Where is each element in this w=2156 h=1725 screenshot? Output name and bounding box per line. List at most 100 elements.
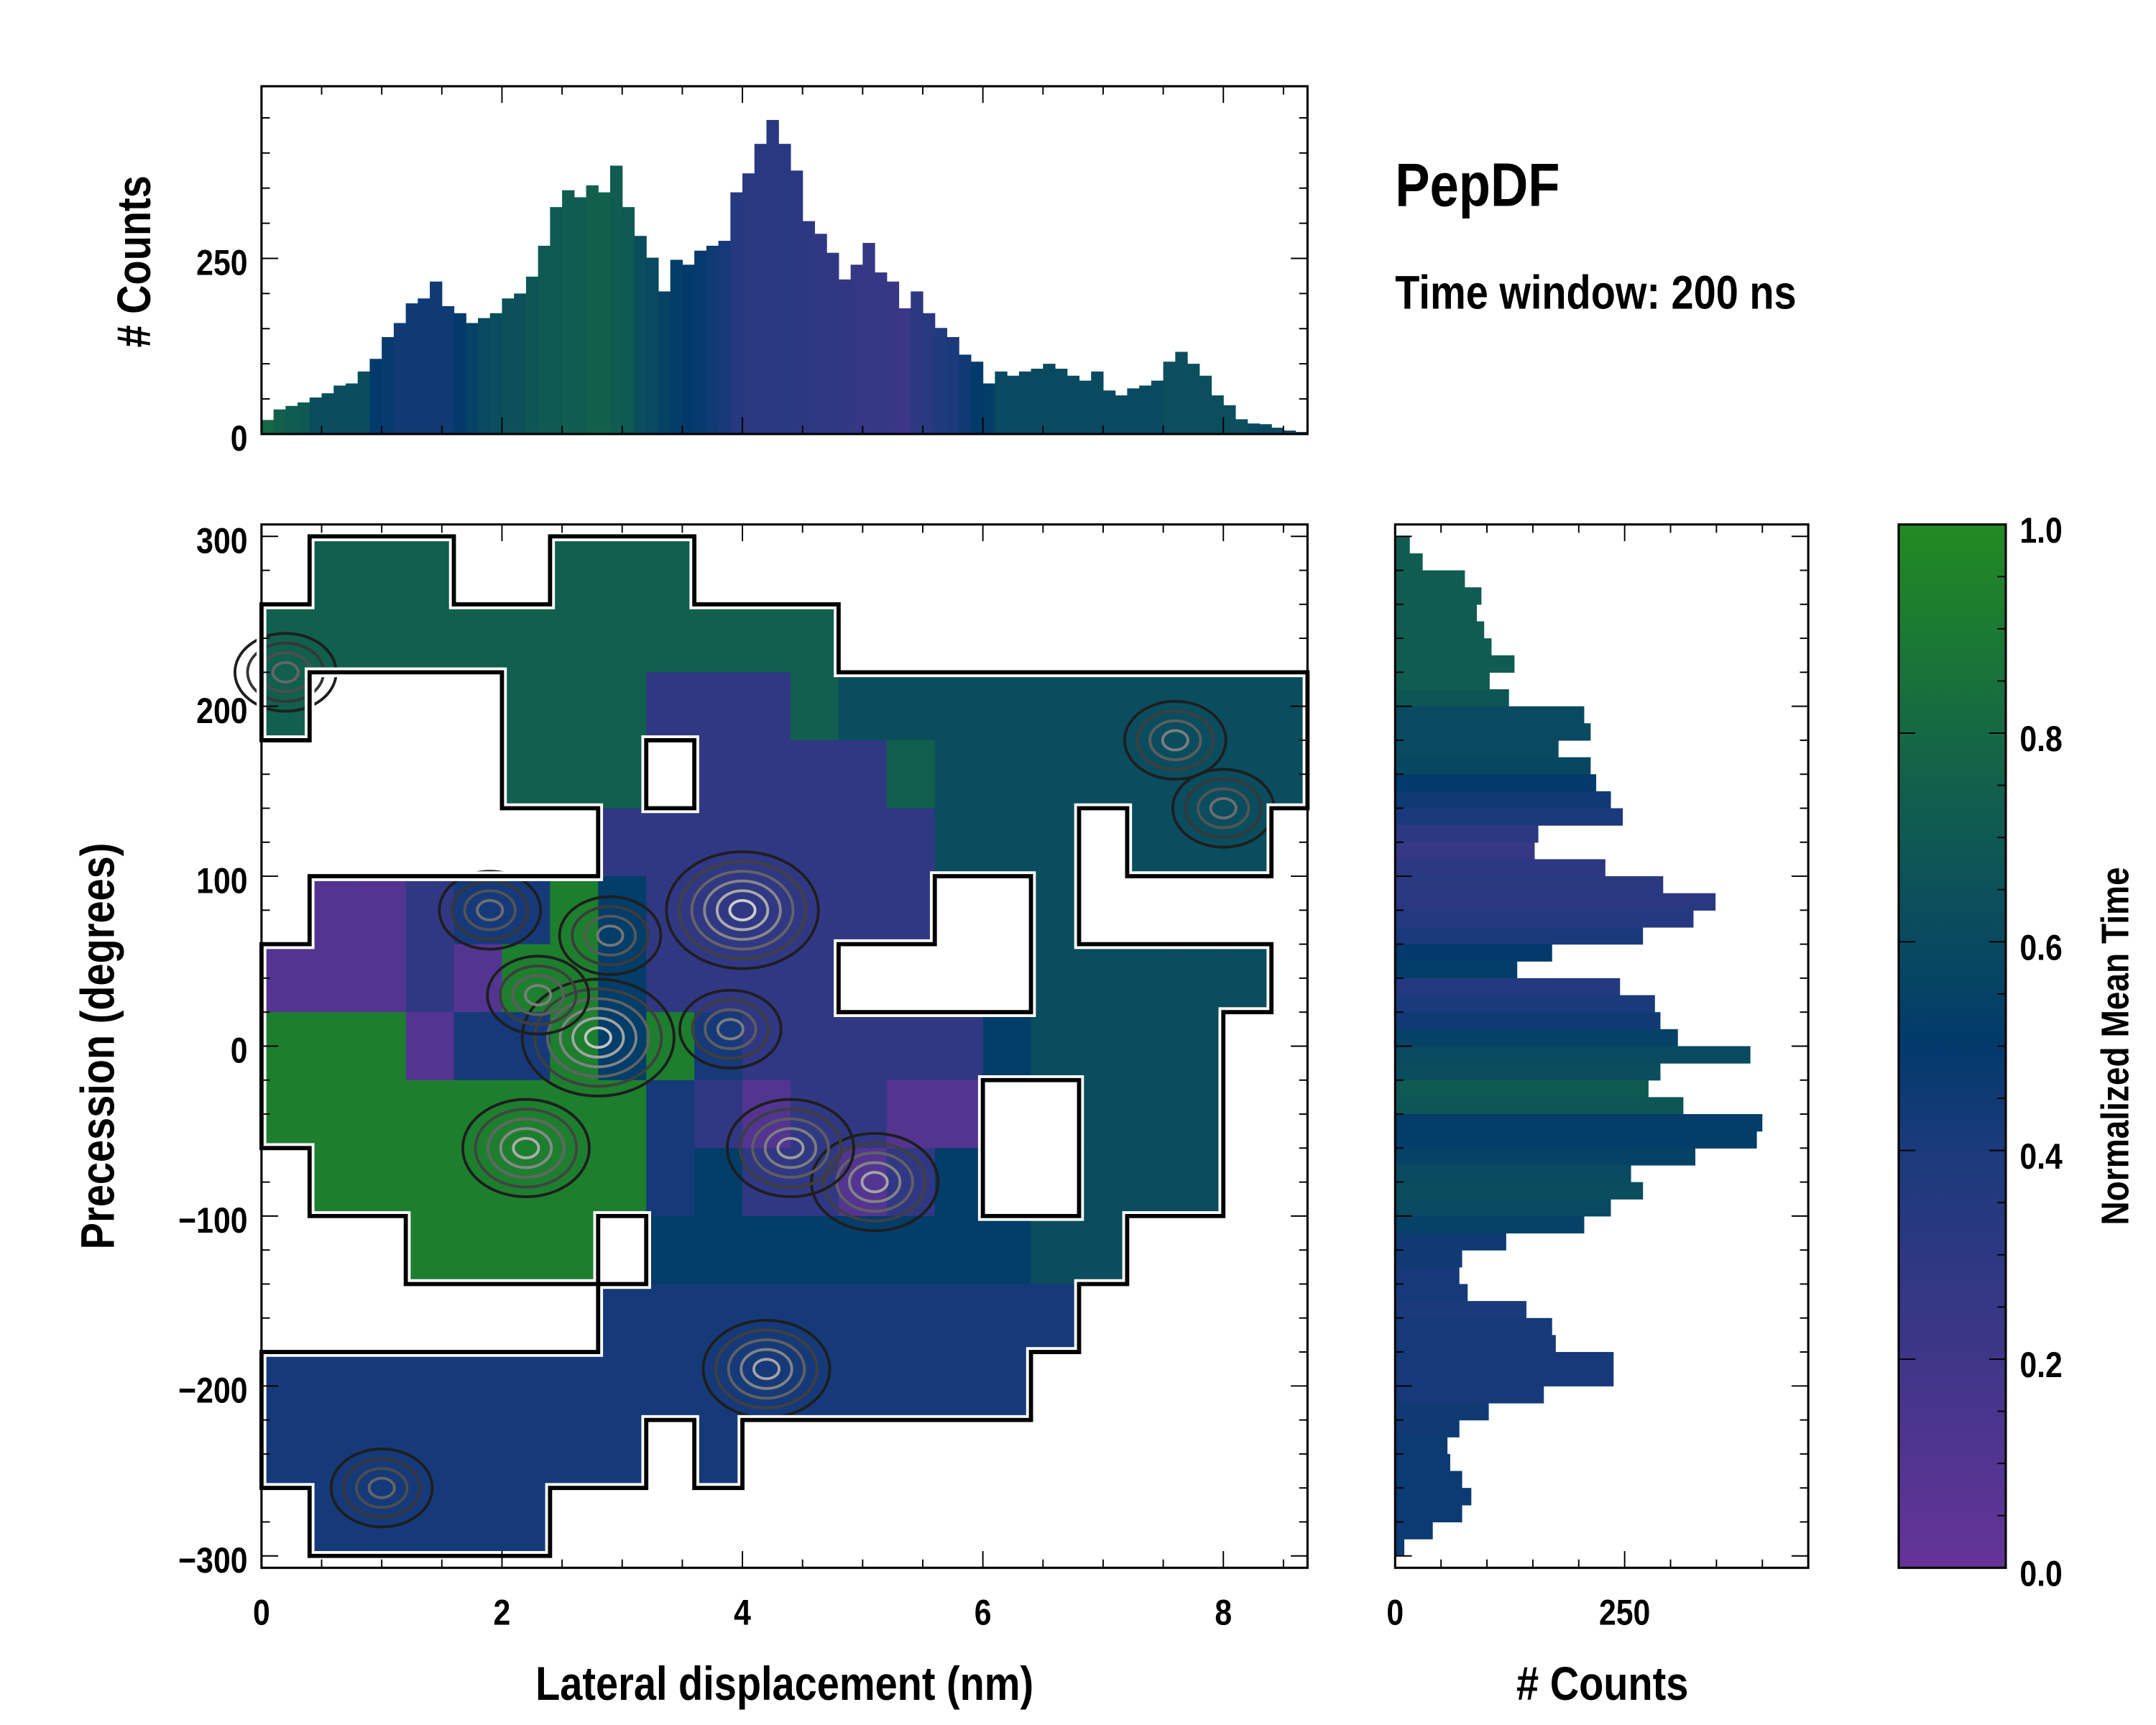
histogram-bar: [1395, 570, 1465, 588]
heatmap-cell: [405, 944, 455, 1013]
y-tick-label: 300: [196, 520, 247, 561]
histogram-bar: [1395, 1301, 1526, 1319]
heatmap-cell: [502, 672, 551, 741]
heatmap-cell: [694, 672, 743, 741]
heatmap-cell: [598, 536, 647, 605]
heatmap-cell: [646, 1080, 695, 1149]
heatmap-cell: [598, 672, 647, 741]
main-xlabel: Lateral displacement (nm): [535, 1657, 1033, 1710]
contour-line: [524, 984, 553, 1007]
histogram-bar: [1223, 405, 1236, 434]
histogram-bar: [862, 242, 875, 434]
histogram-bar: [886, 281, 900, 434]
heatmap-cell: [982, 740, 1032, 809]
heatmap-cell: [694, 604, 743, 673]
histogram-bar: [946, 336, 959, 434]
contour-line: [487, 1117, 566, 1179]
density-contours: [233, 632, 1276, 1529]
contour-line: [665, 850, 820, 970]
histogram-bar: [622, 207, 635, 434]
contour-line: [1123, 699, 1227, 781]
contour-line: [511, 974, 565, 1016]
contour-line: [738, 1108, 843, 1189]
heatmap-cell: [357, 1352, 407, 1421]
heatmap-cell: [309, 1352, 359, 1421]
histogram-bar: [1395, 1488, 1472, 1506]
histogram-bar: [1395, 1046, 1751, 1064]
colorbar-tick-label: 0.6: [2019, 927, 2062, 967]
heatmap-cell: [405, 1080, 455, 1149]
heatmap-cell: [646, 672, 695, 741]
histogram-bar: [550, 207, 563, 434]
histogram-bar: [478, 318, 491, 434]
contour-line: [763, 1127, 818, 1169]
histogram-bar: [646, 257, 659, 434]
histogram-bar: [1283, 430, 1296, 434]
histogram-bar: [1395, 723, 1591, 741]
heatmap-cell: [405, 536, 455, 605]
right-histogram: 0 250: [1386, 523, 1810, 1632]
contour-line: [715, 889, 770, 932]
colorbar: 0.0 0.2 0.4 0.6 0.8 1.0: [1897, 510, 2063, 1593]
histogram-bar: [1395, 1402, 1489, 1421]
main-ylabel: Precession (degrees): [71, 843, 124, 1250]
histogram-bar: [1395, 1097, 1684, 1115]
contour-line: [438, 870, 543, 951]
colorbar-tick-label: 0.8: [2019, 719, 2062, 759]
heatmap-cell: [453, 1215, 503, 1285]
histogram-bar: [838, 279, 852, 434]
heatmap-cell: [502, 1148, 551, 1217]
heatmap-cell: [550, 740, 599, 809]
heatmap-cell: [1079, 672, 1128, 741]
top-histogram: 0 250: [196, 85, 1309, 459]
y-tick-label: 200: [196, 691, 247, 731]
histogram-bar: [1395, 842, 1535, 860]
contour-line: [822, 1141, 927, 1223]
heatmap-cell: [838, 1284, 888, 1353]
heatmap-cell: [934, 1284, 984, 1353]
heatmap-cell: [1127, 944, 1176, 1013]
heatmap-cell: [1031, 672, 1080, 741]
heatmap-cell: [1031, 1215, 1080, 1285]
heatmap-cell: [357, 1080, 407, 1149]
histogram-bar: [489, 313, 503, 434]
heatmap-cell: [1079, 1148, 1128, 1217]
heatmap-cell: [1127, 1148, 1176, 1217]
figure-title: PepDF: [1395, 150, 1560, 219]
heatmap-cell: [1127, 1080, 1176, 1149]
heatmap-cell: [502, 604, 551, 673]
contour-line: [678, 860, 808, 961]
histogram-bar: [995, 371, 1008, 434]
histogram-bar: [934, 328, 948, 434]
heatmap-cell: [453, 1012, 503, 1081]
histogram-bar: [1395, 1063, 1661, 1081]
heatmap-cell: [886, 876, 936, 945]
histogram-bar: [1395, 638, 1492, 656]
heatmap-cell: [790, 808, 839, 877]
histogram-bar: [1163, 362, 1176, 434]
histogram-bar: [1395, 740, 1559, 758]
histogram-bar: [1395, 689, 1509, 707]
heatmap-cell: [405, 604, 455, 673]
heatmap-cell: [934, 672, 984, 741]
histogram-bar: [1395, 995, 1655, 1013]
heatmap-cell: [502, 1215, 551, 1285]
histogram-bar: [970, 362, 984, 434]
histogram-bar: [598, 192, 611, 434]
contour-line: [355, 1467, 409, 1509]
histogram-bar: [1018, 371, 1032, 434]
contour-line: [691, 998, 770, 1060]
contour-line: [776, 1136, 805, 1159]
histogram-bar: [453, 313, 466, 434]
heatmap-cell: [502, 876, 551, 945]
heatmap-cell: [934, 1012, 984, 1081]
contour-line: [367, 1476, 396, 1499]
histogram-bar: [1395, 1437, 1448, 1455]
histogram-bar: [898, 308, 911, 434]
heatmap-cell: [742, 740, 791, 809]
contour-line: [533, 987, 663, 1088]
heatmap-cell: [453, 1420, 503, 1489]
heatmap-cell: [838, 740, 888, 809]
x-tick-label: 2: [494, 1592, 511, 1632]
heatmap-cell: [790, 1215, 839, 1285]
